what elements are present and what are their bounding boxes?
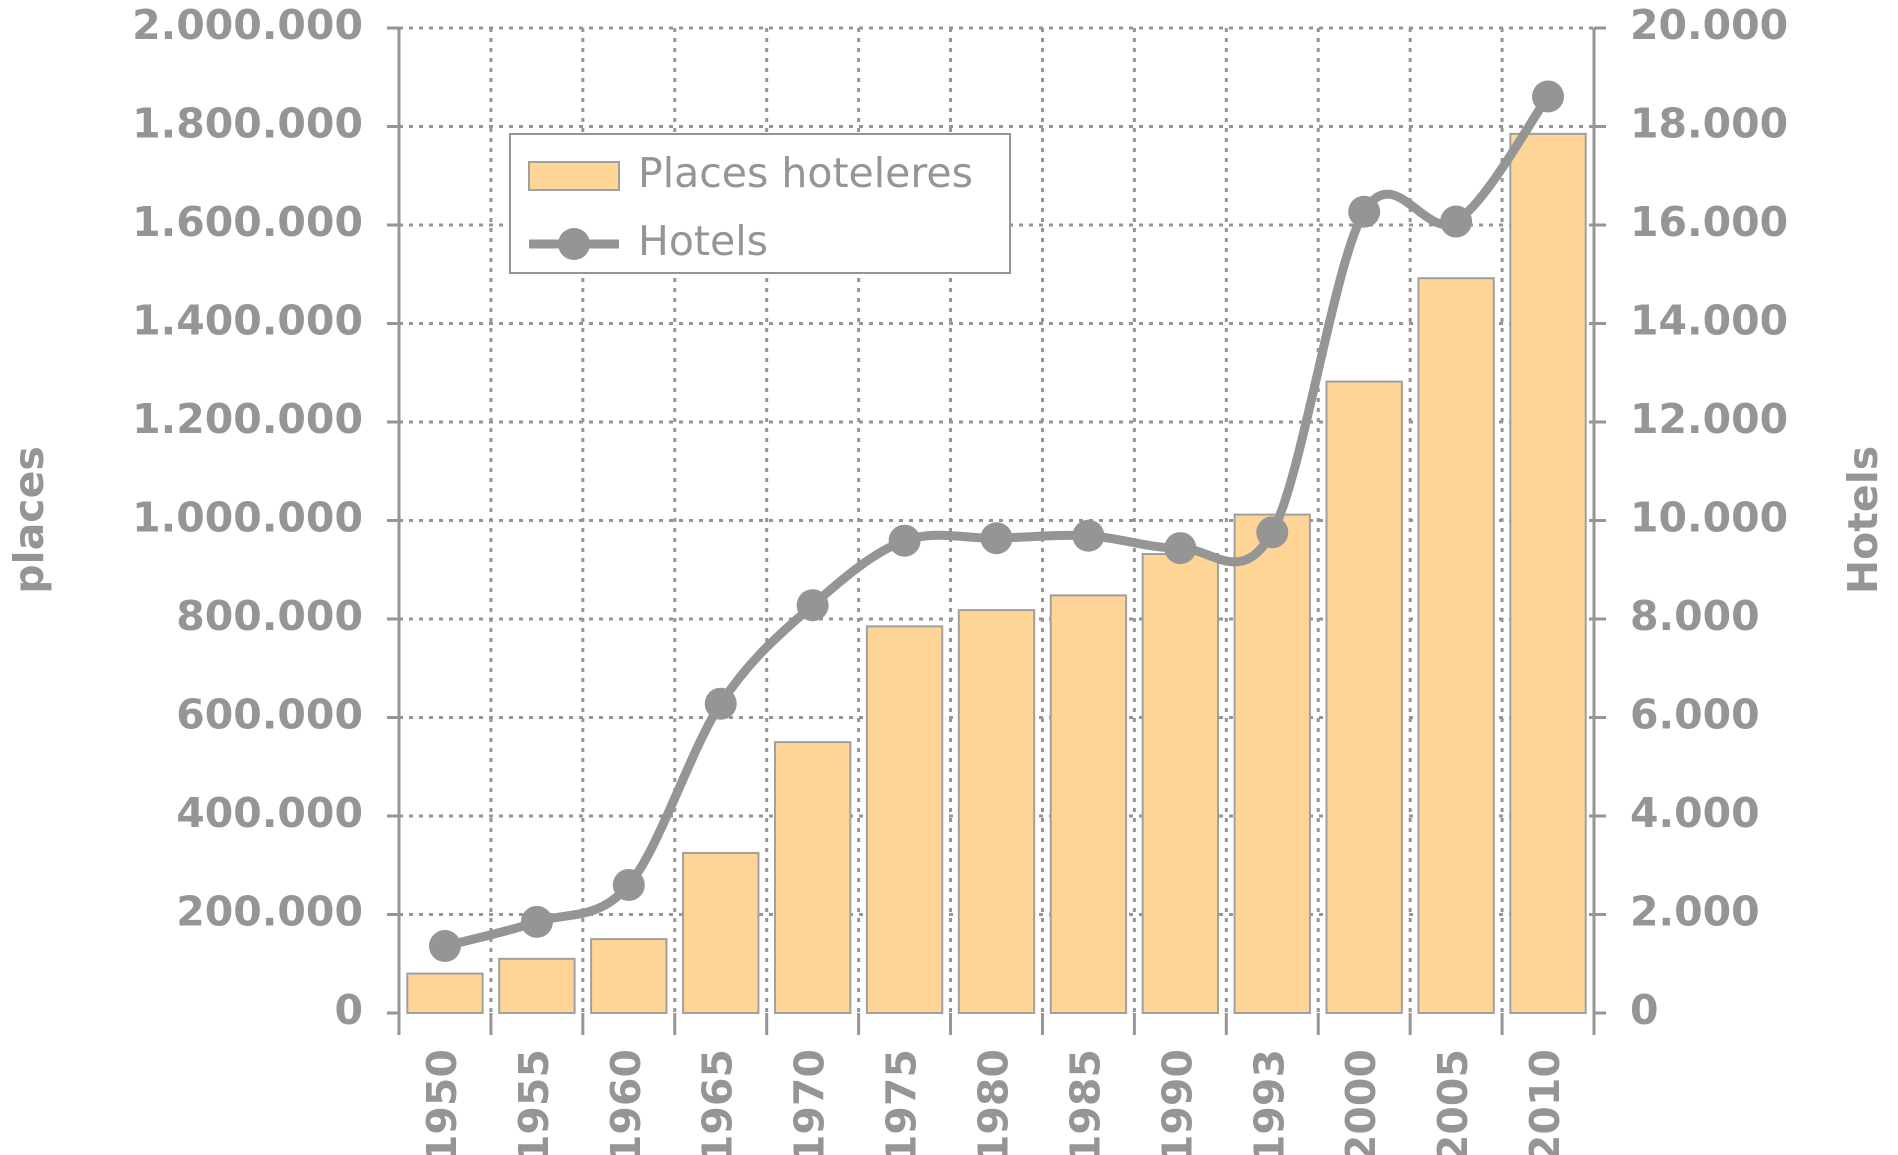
y2-tick-label: 18.000 xyxy=(1630,100,1788,148)
marker xyxy=(428,930,461,963)
y2-tick-label: 14.000 xyxy=(1630,297,1788,345)
x-tick-label: 1990 xyxy=(1153,1049,1201,1155)
x-tick-label: 1950 xyxy=(418,1049,466,1155)
y-tick-label: 1.000.000 xyxy=(132,494,363,542)
marker xyxy=(520,905,553,938)
marker xyxy=(612,868,645,901)
marker xyxy=(1348,195,1381,228)
marker xyxy=(888,524,921,557)
legend-box xyxy=(509,133,1011,274)
x-tick-label: 2005 xyxy=(1429,1049,1477,1155)
bar xyxy=(1417,277,1495,1014)
x-tick-label: 1985 xyxy=(1061,1049,1109,1155)
y-tick-label: 1.400.000 xyxy=(132,297,363,345)
x-tick-label: 1993 xyxy=(1245,1049,1293,1155)
bar xyxy=(406,972,484,1014)
marker xyxy=(1256,516,1289,549)
y2-tick-label: 6.000 xyxy=(1630,691,1760,739)
legend-label: Places hoteleres xyxy=(638,149,973,197)
bar xyxy=(957,609,1036,1014)
y2-tick-label: 12.000 xyxy=(1630,395,1788,443)
x-tick-label: 1960 xyxy=(602,1049,650,1155)
bar xyxy=(773,741,852,1014)
y-tick-label: 800.000 xyxy=(176,592,363,640)
bar xyxy=(682,851,760,1014)
y2-tick-label: 8.000 xyxy=(1630,592,1760,640)
y2-tick-label: 4.000 xyxy=(1630,789,1760,837)
y2-axis-label: Hotels xyxy=(1839,446,1887,594)
y-tick-label: 0 xyxy=(334,986,363,1034)
y2-tick-label: 0 xyxy=(1630,986,1659,1034)
x-tick-label: 1970 xyxy=(786,1049,834,1155)
marker xyxy=(796,589,829,622)
x-tick-label: 1975 xyxy=(878,1049,926,1155)
y-tick-label: 1.600.000 xyxy=(132,198,363,246)
marker xyxy=(704,687,737,720)
x-tick-label: 2010 xyxy=(1521,1049,1569,1155)
legend-marker xyxy=(558,228,590,260)
x-tick-label: 1965 xyxy=(694,1049,742,1155)
legend-swatch xyxy=(528,161,620,191)
y-tick-label: 1.800.000 xyxy=(132,100,363,148)
legend-label: Hotels xyxy=(638,217,768,265)
x-tick-label: 2000 xyxy=(1337,1049,1385,1155)
bar xyxy=(865,625,944,1014)
y-axis-label: places xyxy=(5,446,53,594)
marker xyxy=(1164,532,1197,565)
y-tick-label: 400.000 xyxy=(176,789,363,837)
y-tick-label: 600.000 xyxy=(176,691,363,739)
y-tick-label: 1.200.000 xyxy=(132,395,363,443)
marker xyxy=(1440,205,1473,238)
y-tick-label: 200.000 xyxy=(176,888,363,936)
x-tick-label: 1980 xyxy=(970,1049,1018,1155)
marker xyxy=(1532,80,1565,113)
x-tick-label: 1955 xyxy=(510,1049,558,1155)
y2-tick-label: 10.000 xyxy=(1630,494,1788,542)
y2-tick-label: 16.000 xyxy=(1630,198,1788,246)
bar xyxy=(1325,380,1403,1014)
marker xyxy=(980,522,1013,555)
marker xyxy=(1072,519,1105,552)
y-tick-label: 2.000.000 xyxy=(132,1,363,49)
y2-tick-label: 2.000 xyxy=(1630,888,1760,936)
bar xyxy=(1049,594,1128,1014)
y2-tick-label: 20.000 xyxy=(1630,1,1788,49)
bar xyxy=(1509,132,1587,1014)
bar xyxy=(590,938,668,1014)
bar xyxy=(1233,513,1311,1015)
bar xyxy=(498,957,576,1015)
bar xyxy=(1141,552,1220,1014)
